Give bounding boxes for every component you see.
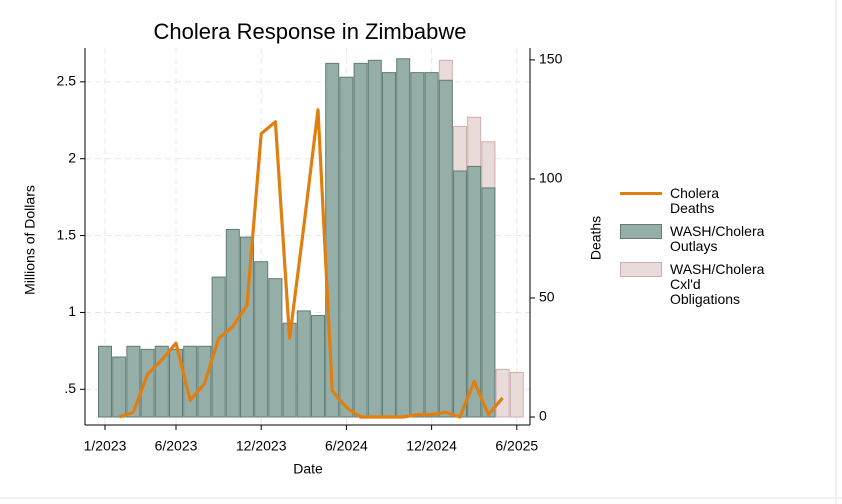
bar (225, 228, 240, 418)
bar (311, 315, 325, 418)
x-axis-title: Date (293, 461, 323, 477)
legend-label: WASH/Cholera Outlays (670, 223, 765, 254)
y2-tick-label: 0 (539, 408, 547, 424)
x-tick-label: 6/2025 (495, 438, 538, 454)
bar (396, 58, 411, 418)
legend-item: WASH/Cholera Outlays (620, 224, 764, 254)
line (118, 108, 504, 419)
bar (211, 276, 226, 418)
legend-swatch (620, 224, 662, 239)
bar (339, 76, 354, 418)
x-tick-label: 12/2023 (236, 438, 287, 454)
y-tick-label: 1 (68, 303, 76, 319)
bar (98, 345, 112, 418)
y2-tick-label: 50 (539, 289, 555, 305)
y2-axis-title: Deaths (588, 216, 604, 260)
bar (438, 79, 453, 418)
bar (509, 371, 524, 418)
y2-tick-label: 100 (539, 170, 563, 186)
bar (495, 368, 510, 418)
x-tick-label: 1/2023 (84, 438, 127, 454)
y2-tick-label: 150 (539, 51, 563, 67)
legend-swatch (620, 262, 662, 277)
legend-label: Cholera Deaths (670, 185, 720, 216)
legend-label: WASH/Cholera Cxl'd Obligations (670, 261, 765, 307)
bar (367, 59, 382, 418)
bar (140, 348, 155, 418)
bar (268, 278, 283, 418)
bar (296, 310, 311, 418)
bar (410, 72, 425, 418)
x-tick-label: 12/2024 (406, 438, 457, 454)
bar (424, 72, 439, 418)
y-tick-label: .5 (64, 380, 76, 396)
legend: Cholera Deaths WASH/Cholera Outlays WASH/C… (620, 186, 764, 315)
bar (254, 261, 269, 418)
legend-item: WASH/Cholera Cxl'd Obligations (620, 262, 764, 307)
x-tick-label: 6/2023 (155, 438, 198, 454)
bar (453, 170, 467, 418)
bar (382, 72, 396, 418)
x-tick-label: 6/2024 (325, 438, 368, 454)
legend-item: Cholera Deaths (620, 186, 760, 216)
y-tick-label: 2 (68, 149, 76, 165)
bar (126, 345, 141, 418)
bar (467, 165, 482, 418)
bar (183, 345, 198, 418)
chart-title: Cholera Response in Zimbabwe (153, 19, 466, 44)
bar (353, 62, 368, 418)
y-tick-label: 2.5 (57, 73, 77, 89)
legend-swatch (620, 186, 662, 195)
bar (112, 356, 127, 418)
y-axis-title: Millions of Dollars (22, 185, 38, 295)
y-tick-label: 1.5 (57, 226, 77, 242)
bar (481, 187, 496, 418)
